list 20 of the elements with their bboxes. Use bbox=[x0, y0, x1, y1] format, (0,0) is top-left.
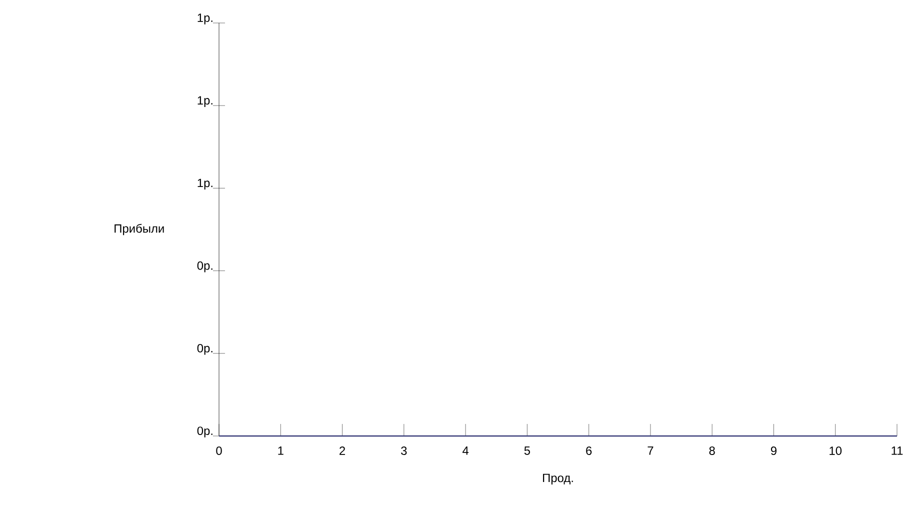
y-tick-label: 1р. bbox=[198, 178, 212, 190]
y-tick-label: 1р. bbox=[198, 14, 212, 24]
x-axis-title: Прод. bbox=[543, 474, 573, 485]
x-tick-label: 6 bbox=[586, 446, 592, 455]
x-tick-label: 3 bbox=[401, 446, 407, 455]
x-tick-label: 5 bbox=[524, 446, 530, 455]
x-tick-label: 9 bbox=[770, 446, 776, 455]
y-tick-label: 0р. bbox=[197, 261, 212, 272]
x-tick-label: 4 bbox=[462, 446, 469, 455]
y-axis-title: Прибыли bbox=[114, 224, 164, 236]
x-tick-label: 2 bbox=[340, 446, 346, 455]
y-tick-label: 0р. bbox=[197, 426, 212, 438]
x-tick-label: 1 bbox=[278, 446, 284, 455]
x-tick-label: 11 bbox=[892, 446, 903, 455]
x-tick-label: 8 bbox=[709, 446, 715, 455]
x-tick-label: 10 bbox=[830, 446, 842, 455]
x-tick-label: 0 bbox=[216, 446, 222, 455]
x-tick-label: 7 bbox=[648, 446, 654, 455]
y-tick-label: 0р. bbox=[197, 344, 212, 355]
y-tick-label: 1р. bbox=[198, 96, 212, 107]
